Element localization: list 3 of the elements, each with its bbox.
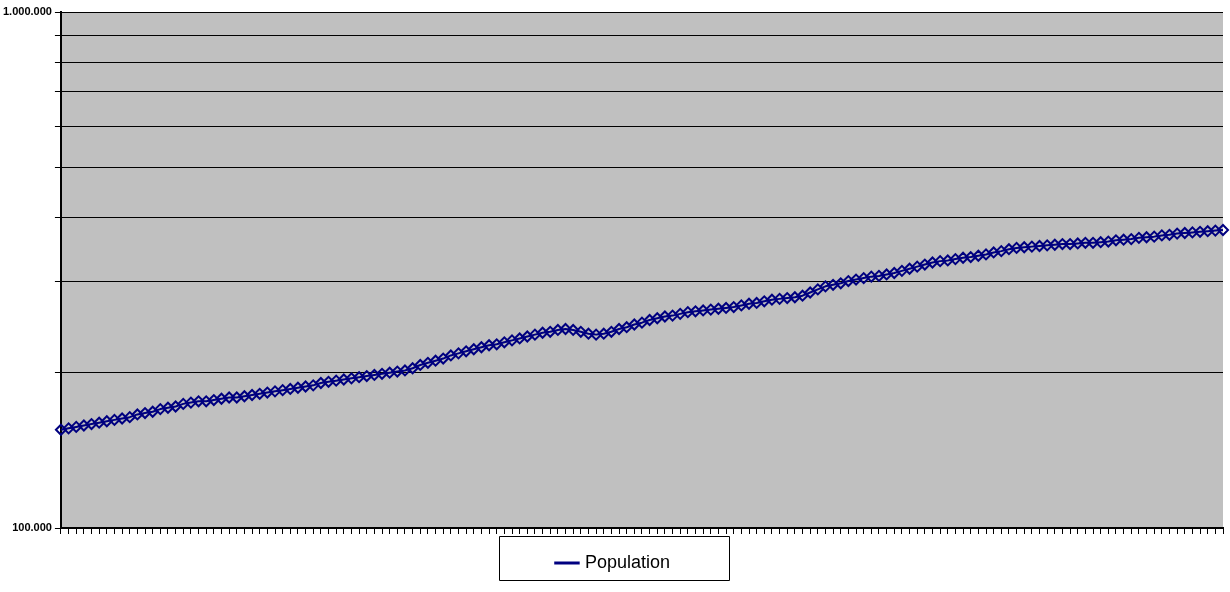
y-tick-label: 1.000.000 [3,5,52,18]
legend-label: Population [584,551,671,572]
y-tick-label: 100.000 [12,521,52,534]
